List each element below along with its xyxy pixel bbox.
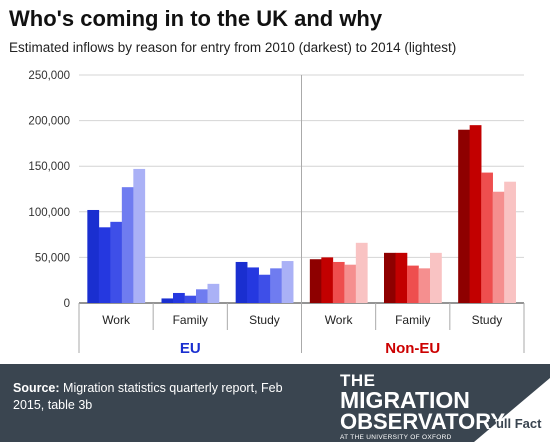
bar <box>173 292 185 303</box>
bar <box>309 259 322 303</box>
bar <box>355 242 368 303</box>
bar <box>270 268 282 303</box>
bar <box>458 129 470 303</box>
category-label: Study <box>249 313 280 327</box>
chart-title: Who's coming in to the UK and why <box>9 6 383 31</box>
bar <box>133 168 146 303</box>
bar <box>110 221 123 303</box>
bar <box>344 264 357 303</box>
bar <box>332 261 345 303</box>
category-label: Work <box>325 313 354 327</box>
bar <box>87 209 100 303</box>
source-label: Source: <box>13 381 60 395</box>
y-tick-label: 50,000 <box>35 252 70 264</box>
bar <box>481 172 493 303</box>
bar <box>430 252 442 303</box>
bar <box>469 125 482 303</box>
y-tick-label: 200,000 <box>28 116 70 128</box>
bar <box>321 257 334 303</box>
chart-subtitle: Estimated inflows by reason for entry fr… <box>9 40 457 55</box>
category-label: Family <box>395 313 430 327</box>
bar <box>235 261 248 303</box>
group-label: Non-EU <box>385 340 440 357</box>
bar-chart: 0 50,000 100,000 150,000 200,000 250,000 Work F… <box>28 70 525 357</box>
y-tick-label: 0 <box>64 298 70 310</box>
bar <box>161 298 174 303</box>
bar <box>121 187 134 303</box>
y-tick-label: 250,000 <box>28 70 70 82</box>
category-label: Family <box>173 313 208 327</box>
bar <box>258 274 271 303</box>
bar <box>418 268 431 303</box>
bar <box>196 289 208 303</box>
y-tick-label: 100,000 <box>28 207 70 219</box>
full-fact-logo-text: Full Fact <box>488 416 542 431</box>
bar <box>384 252 396 303</box>
bar <box>247 267 259 303</box>
category-label: Study <box>472 313 503 327</box>
group-label: EU <box>180 340 201 357</box>
source-text: Migration statistics quarterly report, F… <box>13 381 283 412</box>
category-label: Work <box>102 313 131 327</box>
source-note: Source: Migration statistics quarterly r… <box>13 380 303 414</box>
bar <box>281 261 294 303</box>
full-fact-logo-icon <box>474 378 550 442</box>
bar <box>492 191 505 303</box>
bar <box>207 283 220 303</box>
bar <box>395 252 408 303</box>
bar <box>98 227 111 303</box>
migration-observatory-logo: THE MIGRATION OBSERVATORY AT THE UNIVERS… <box>340 371 506 441</box>
y-tick-label: 150,000 <box>28 161 70 173</box>
footer: Source: Migration statistics quarterly r… <box>0 364 550 442</box>
bar <box>184 295 197 303</box>
bar <box>504 181 516 303</box>
bar <box>407 265 419 303</box>
